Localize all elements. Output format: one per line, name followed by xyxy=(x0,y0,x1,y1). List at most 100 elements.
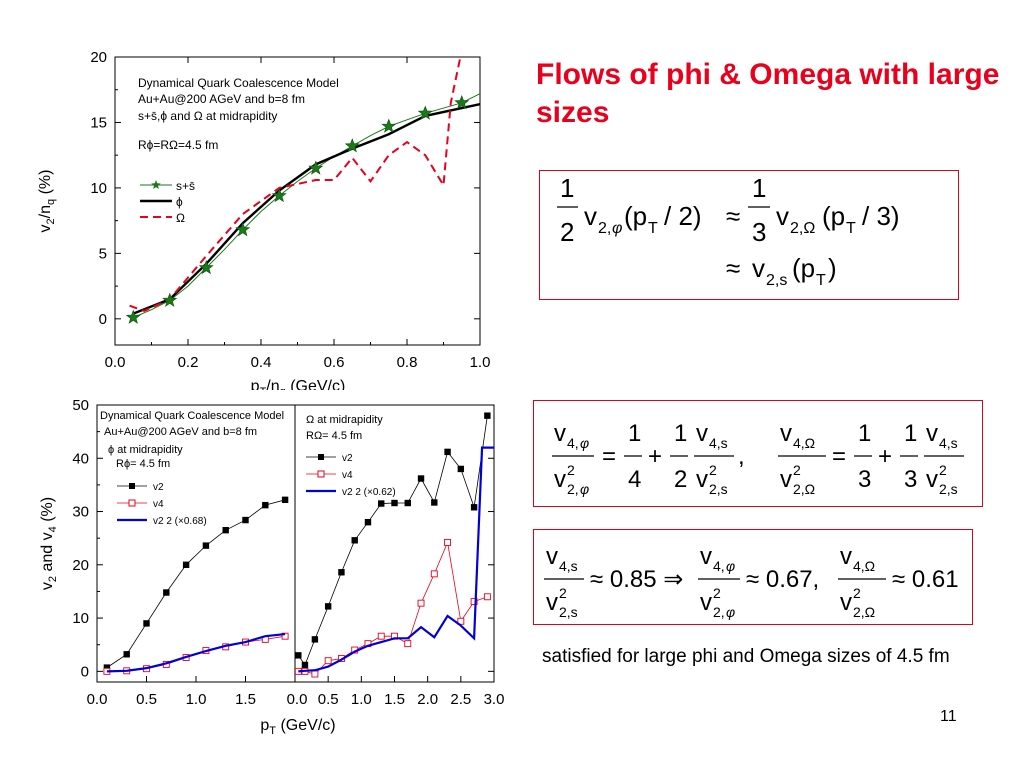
series-line-omega xyxy=(129,57,462,313)
svg-text:v: v xyxy=(780,420,792,447)
x-tick-label: 0.2 xyxy=(178,354,199,371)
legend-marker-v2 xyxy=(129,483,135,489)
data-point-s-sbar xyxy=(344,138,360,153)
svg-text:3: 3 xyxy=(752,217,766,247)
svg-text:4,s: 4,s xyxy=(939,435,958,451)
svg-text:=: = xyxy=(602,443,616,470)
svg-text:(p: (p xyxy=(624,201,647,231)
data-point-v4 xyxy=(404,640,412,648)
x-tick-label: 0.0 xyxy=(87,691,108,708)
data-point-v4 xyxy=(311,670,319,678)
svg-text:4,: 4, xyxy=(713,558,725,574)
data-point-v2 xyxy=(311,636,319,643)
svg-text:1: 1 xyxy=(858,420,871,447)
data-point-v4 xyxy=(417,599,425,607)
series-line-v2-squared xyxy=(106,632,286,673)
svg-text:2: 2 xyxy=(674,466,687,493)
data-point-v2 xyxy=(457,465,465,473)
panel-1-series xyxy=(103,496,289,675)
svg-text:T: T xyxy=(816,272,826,289)
x-tick-label: 0.5 xyxy=(318,691,339,708)
svg-text:1: 1 xyxy=(560,173,574,203)
chart-v2-over-nq: 0.0 0.2 0.4 0.6 0.8 1.0 0 5 10 15 20 pT/nq (GeV/c) v… xyxy=(37,49,490,390)
data-point-v2 xyxy=(103,664,111,671)
x-tick-label: 1.0 xyxy=(186,691,207,708)
svg-text:v: v xyxy=(926,420,938,447)
y-tick-label: 20 xyxy=(90,49,107,66)
annotation-radius-phi: Rϕ= 4.5 fm xyxy=(116,458,170,470)
svg-text:φ: φ xyxy=(612,220,622,237)
svg-text:v: v xyxy=(546,589,558,616)
data-point-v4 xyxy=(430,570,438,578)
svg-text:4,: 4, xyxy=(567,435,579,451)
x-axis-label: pT/nq (GeV/c) xyxy=(251,378,346,390)
slide-title: Flows of phi & Omega with large sizes xyxy=(536,58,1000,129)
legend-label-omega: Ω xyxy=(176,211,185,225)
y-tick-label: 0 xyxy=(81,663,89,680)
svg-text:2,Ω: 2,Ω xyxy=(790,220,815,237)
svg-text:≈: ≈ xyxy=(726,253,740,283)
annotation-radius: Rϕ=RΩ=4.5 fm xyxy=(138,138,218,152)
x-tick-label: 0.4 xyxy=(251,354,272,371)
legend-label-s-sbar: s+s̄ xyxy=(176,179,195,193)
data-point-v2 xyxy=(202,542,210,549)
data-point-v4 xyxy=(444,538,452,546)
data-point-v2 xyxy=(182,561,190,569)
annotation-species: s+s̄,ϕ and Ω at midrapidity xyxy=(138,109,277,123)
svg-text:φ: φ xyxy=(726,604,735,620)
svg-text:+: + xyxy=(648,443,662,470)
y-axis-label: v2 and v4 (%) xyxy=(39,497,59,590)
svg-text:≈ 0.85 ⇒: ≈ 0.85 ⇒ xyxy=(590,566,683,593)
y-tick-label: 20 xyxy=(72,557,89,574)
data-point-v2 xyxy=(324,603,332,610)
svg-text:≈: ≈ xyxy=(726,201,740,231)
data-point-v2 xyxy=(242,516,249,524)
data-point-v2 xyxy=(391,499,398,507)
legend-marker-v4 xyxy=(317,470,325,478)
svg-text:2: 2 xyxy=(709,462,717,478)
annotation-species-omega: Ω at midrapidity xyxy=(306,414,383,426)
annotation-system: Au+Au@200 AGeV and b=8 fm xyxy=(104,426,257,438)
x-tick-label: 1.5 xyxy=(384,691,405,708)
svg-text:T: T xyxy=(846,220,856,237)
data-point-v2 xyxy=(364,518,372,526)
x-tick-label: 0.5 xyxy=(136,691,157,708)
svg-text:φ: φ xyxy=(580,435,589,451)
data-point-v2 xyxy=(404,499,411,507)
svg-text:(p: (p xyxy=(822,201,845,231)
svg-text:2: 2 xyxy=(713,585,721,601)
data-point-v2 xyxy=(470,504,478,511)
svg-text:/ 3): / 3) xyxy=(862,201,900,231)
legend-label-v2-squared: v2 2 (×0.68) xyxy=(153,516,207,527)
data-point-s-sbar xyxy=(198,259,214,275)
x-tick-label: 3.0 xyxy=(484,691,505,708)
svg-text:2: 2 xyxy=(567,462,575,478)
data-point-v2 xyxy=(163,589,170,596)
svg-text:2,s: 2,s xyxy=(559,604,578,620)
equation-box-v4-ratio: v 4, φ v 2 2, φ = 1 4 + 1 2 v 4,s v 2 2,… xyxy=(533,400,983,507)
y-tick-label: 50 xyxy=(72,397,89,414)
x-tick-label: 1.5 xyxy=(235,691,256,708)
svg-text:T: T xyxy=(648,220,658,237)
y-tick-label: 10 xyxy=(72,610,89,627)
svg-text:φ: φ xyxy=(726,558,735,574)
data-point-v4 xyxy=(324,657,332,665)
svg-text:1: 1 xyxy=(674,420,687,447)
svg-text:2,: 2, xyxy=(713,604,725,620)
y-tick-label: 0 xyxy=(99,311,107,328)
svg-text:v: v xyxy=(696,420,708,447)
svg-text:2,s: 2,s xyxy=(766,272,787,289)
svg-text:4: 4 xyxy=(628,466,641,493)
svg-text:≈ 0.61: ≈ 0.61 xyxy=(892,566,959,593)
data-point-s-sbar xyxy=(162,292,178,307)
page-number: 11 xyxy=(940,708,957,725)
data-point-v4 xyxy=(281,632,289,640)
legend-label-v4: v4 xyxy=(153,499,164,510)
x-tick-label: 0.0 xyxy=(287,691,308,708)
svg-text:2: 2 xyxy=(853,585,861,601)
x-tick-label: 0.0 xyxy=(105,354,126,371)
svg-text:v: v xyxy=(780,466,792,493)
svg-text:4,s: 4,s xyxy=(559,558,578,574)
svg-text:v: v xyxy=(840,543,852,570)
svg-text:/ 2): / 2) xyxy=(664,201,702,231)
